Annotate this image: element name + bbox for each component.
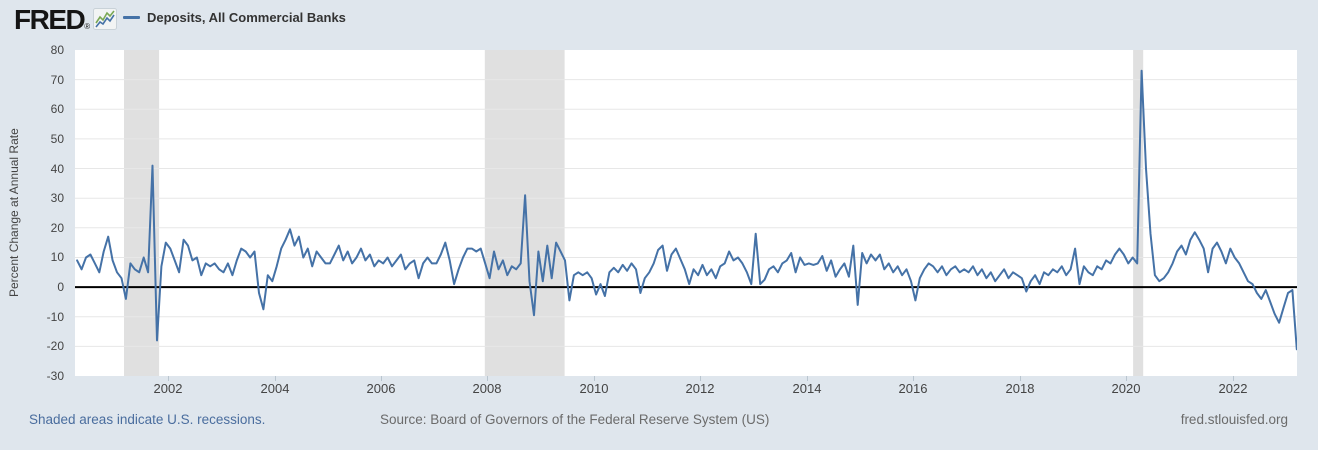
x-axis-tickmark xyxy=(168,376,169,381)
y-axis-tick-label: 60 xyxy=(50,102,64,117)
data-series-line xyxy=(76,69,1298,351)
x-axis-tickmark xyxy=(487,376,488,381)
x-axis-tick-label: 2022 xyxy=(1218,381,1248,396)
x-axis-tick-label: 2006 xyxy=(366,381,396,396)
x-axis-tickmark xyxy=(1233,376,1234,381)
fred-logo-text: FRED xyxy=(14,4,86,35)
x-axis-tick-label: 2010 xyxy=(579,381,609,396)
x-axis-tick-label: 2014 xyxy=(792,381,822,396)
y-axis-tick-label: 10 xyxy=(50,250,64,265)
legend: Deposits, All Commercial Banks xyxy=(123,10,346,25)
legend-line-marker xyxy=(123,16,140,19)
y-axis-tick-label: 30 xyxy=(50,191,64,206)
x-axis-tickmark xyxy=(275,376,276,381)
x-axis-tickmark xyxy=(700,376,701,381)
plot-svg xyxy=(75,50,1298,376)
y-axis-tick-label: 50 xyxy=(50,131,64,146)
x-axis-tick-label: 2012 xyxy=(685,381,715,396)
y-axis-title: Percent Change at Annual Rate xyxy=(7,128,21,298)
x-axis-tickmark xyxy=(381,376,382,381)
x-axis-tick-label: 2018 xyxy=(1005,381,1035,396)
y-axis-tick-label: 0 xyxy=(57,280,64,295)
y-axis-tick-label: -20 xyxy=(46,339,64,354)
footer: Shaded areas indicate U.S. recessions. S… xyxy=(0,412,1318,434)
x-axis-tickmark xyxy=(1020,376,1021,381)
legend-series-label[interactable]: Deposits, All Commercial Banks xyxy=(147,10,346,25)
registered-trademark-icon: ® xyxy=(84,22,90,31)
y-axis-tick-label: -10 xyxy=(46,309,64,324)
source-attribution: Source: Board of Governors of the Federa… xyxy=(380,412,770,427)
x-axis-tick-label: 2002 xyxy=(153,381,183,396)
x-axis-tick-label: 2020 xyxy=(1111,381,1141,396)
y-axis-tick-label: 80 xyxy=(50,43,64,57)
x-axis-tickmark xyxy=(1126,376,1127,381)
y-axis-tick-label: -30 xyxy=(46,369,64,383)
x-axis-tick-label: 2004 xyxy=(260,381,290,396)
y-axis-tick-label: 20 xyxy=(50,220,64,235)
x-axis-tickmark xyxy=(807,376,808,381)
x-axis-tick-label: 2016 xyxy=(898,381,928,396)
x-axis-tick-label: 2008 xyxy=(472,381,502,396)
x-axis-tickmark xyxy=(594,376,595,381)
fred-sparkline-icon xyxy=(93,8,117,35)
fred-site-link[interactable]: fred.stlouisfed.org xyxy=(1180,412,1288,427)
plot-area xyxy=(75,50,1298,376)
y-axis-tick-label: 70 xyxy=(50,72,64,87)
fred-logo[interactable]: FRED® xyxy=(14,4,90,36)
x-axis-tickmark xyxy=(913,376,914,381)
y-axis-tick-label: 40 xyxy=(50,161,64,176)
recessions-note-link[interactable]: Shaded areas indicate U.S. recessions. xyxy=(29,412,266,427)
